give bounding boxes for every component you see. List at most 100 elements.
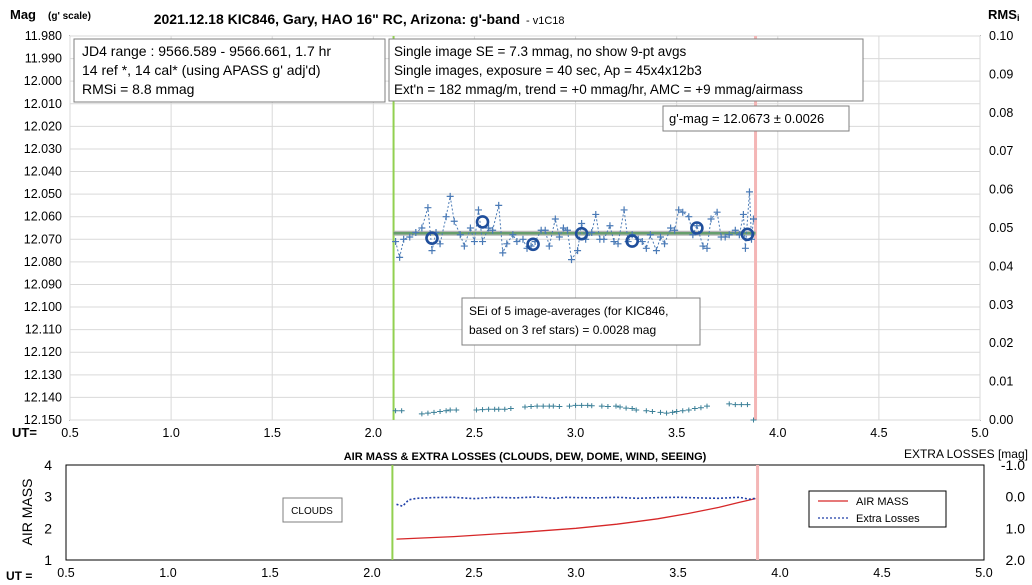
- y-axis-label-suffix: (g' scale): [48, 11, 91, 22]
- top-y-tick-labels: 11.980 11.990 12.000 12.010 12.020 12.030 12.0…: [24, 29, 62, 427]
- y2-tick-label: 0.02: [989, 336, 1013, 350]
- bottom-y2-tick-label: 0.0: [1006, 489, 1026, 505]
- single-image-point: [406, 233, 414, 241]
- single-image-point: [509, 231, 517, 239]
- single-image-point: [474, 206, 482, 214]
- rms-point: [578, 402, 585, 408]
- bottom-y2-tick-label: 2.0: [1006, 552, 1026, 568]
- x-tick-label: 1.0: [162, 426, 179, 440]
- rms-point: [604, 404, 611, 410]
- average-point: [625, 234, 639, 248]
- single-image-point: [551, 215, 559, 223]
- y-tick-label: 12.050: [24, 187, 62, 201]
- single-image-point: [646, 231, 654, 239]
- rms-point: [598, 403, 605, 409]
- single-image-point: [652, 247, 660, 255]
- y2-tick-label: 0.05: [989, 221, 1013, 235]
- y2-tick-label: 0.09: [989, 67, 1013, 81]
- rms-point: [629, 405, 636, 411]
- top-x-tick-labels: 0.5 1.0 1.5 2.0 2.5 3.0 3.5 4.0 4.5 5.0: [61, 426, 988, 440]
- single-image-point: [703, 244, 711, 252]
- y-tick-label: 12.150: [24, 413, 62, 427]
- info-box-jd: JD4 range : 9566.589 - 9566.661, 1.7 hr …: [73, 38, 386, 103]
- y-tick-label: 12.060: [24, 210, 62, 224]
- bottom-chart-title: AIR MASS & EXTRA LOSSES (CLOUDS, DEW, DO…: [344, 451, 707, 463]
- rms-point: [473, 407, 480, 413]
- y2-tick-label: 0.07: [989, 144, 1013, 158]
- y2-tick-label: 0.03: [989, 298, 1013, 312]
- clouds-box: CLOUDS: [282, 497, 343, 523]
- single-image-point: [541, 226, 549, 234]
- bottom-y-tick-label: 1: [44, 552, 52, 568]
- single-image-point: [470, 238, 478, 246]
- legend-airmass: AIR MASS: [856, 496, 909, 508]
- rms-point: [424, 410, 431, 416]
- y-tick-label: 11.990: [25, 52, 62, 66]
- single-image-point: [699, 242, 707, 250]
- single-image-point: [679, 208, 687, 216]
- rms-point: [738, 402, 745, 408]
- rms-point: [528, 404, 535, 410]
- rms-point: [726, 401, 733, 407]
- info-box-gmag: g'-mag = 12.0673 ± 0.0026: [662, 105, 850, 132]
- single-image-point: [442, 213, 450, 221]
- info-box-sei-line-2: based on 3 ref stars) = 0.0028 mag: [469, 323, 656, 337]
- y2-axis-label: RMS: [988, 7, 1017, 22]
- rms-point: [453, 407, 460, 413]
- rms-point: [392, 408, 399, 414]
- single-image-point: [675, 206, 683, 214]
- bottom-x-tick-label: 1.0: [159, 566, 176, 580]
- x-tick-label: 0.5: [61, 426, 78, 440]
- rms-point: [418, 411, 425, 417]
- rms-point: [673, 409, 680, 415]
- average-series: [425, 215, 755, 252]
- average-point: [740, 227, 755, 242]
- rms-point: [643, 408, 650, 414]
- y-tick-label: 12.040: [24, 165, 62, 179]
- rms-point: [588, 403, 595, 409]
- rms-point: [479, 407, 486, 413]
- info-box-sei-line-1: SEi of 5 image-averages (for KIC846,: [469, 304, 668, 318]
- y-tick-label: 11.980: [25, 29, 62, 43]
- single-image-point: [739, 210, 747, 218]
- rms-point: [540, 403, 547, 409]
- single-image-point: [588, 229, 596, 237]
- bottom-x-tick-label: 3.0: [567, 566, 584, 580]
- y2-tick-label: 0.04: [989, 259, 1013, 273]
- legend-losses: Extra Losses: [856, 513, 920, 525]
- single-image-point: [620, 206, 628, 214]
- x-tick-label: 2.5: [466, 426, 483, 440]
- rms-point: [522, 404, 528, 410]
- single-image-point: [725, 231, 733, 239]
- rms-point: [431, 409, 437, 415]
- single-image-point: [519, 235, 527, 243]
- single-image-point: [610, 238, 618, 246]
- y-tick-label: 12.000: [24, 74, 62, 88]
- rms-point: [663, 410, 670, 416]
- rms-point: [691, 405, 698, 411]
- single-image-point: [489, 226, 497, 234]
- y-tick-label: 12.100: [24, 300, 62, 314]
- single-image-point: [574, 247, 582, 255]
- bottom-x-tick-labels: 0.5 1.0 1.5 2.0 2.5 3.0 3.5 4.0 4.5 5.0: [57, 566, 992, 580]
- single-image-point: [499, 249, 507, 257]
- single-image-point: [713, 208, 721, 216]
- x-tick-label: 4.5: [870, 426, 887, 440]
- y2-tick-label: 0.08: [989, 106, 1013, 120]
- rms-point: [669, 409, 676, 415]
- bottom-x-tick-label: 2.0: [363, 566, 380, 580]
- x-tick-label: 5.0: [971, 426, 988, 440]
- bottom-y2-tick-labels: 2.0 1.0 0.0 -1.0: [1001, 457, 1025, 568]
- clouds-label: CLOUDS: [291, 506, 333, 517]
- bottom-y2-tick-label: -1.0: [1001, 457, 1025, 473]
- single-image-point: [638, 238, 646, 246]
- extra-losses-line: [396, 496, 756, 508]
- chart-title-suffix: - v1C18: [526, 15, 565, 27]
- single-image-point: [667, 224, 675, 232]
- bottom-chart: 1 2 3 4 2.0 1.0 0.0 -1.0 0.5 1.0 1.5 2.0 2.5 3.0 3.5…: [6, 447, 1028, 583]
- info-box-settings: Single image SE = 7.3 mmag, no show 9-pt…: [388, 38, 864, 102]
- single-image-point: [656, 233, 664, 241]
- bottom-legend: AIR MASS Extra Losses: [808, 490, 947, 528]
- bottom-x-axis-label: UT =: [6, 569, 32, 583]
- info-box-settings-line-3: Ext'n = 182 mmag/m, trend = +0 mmag/hr, …: [394, 82, 803, 97]
